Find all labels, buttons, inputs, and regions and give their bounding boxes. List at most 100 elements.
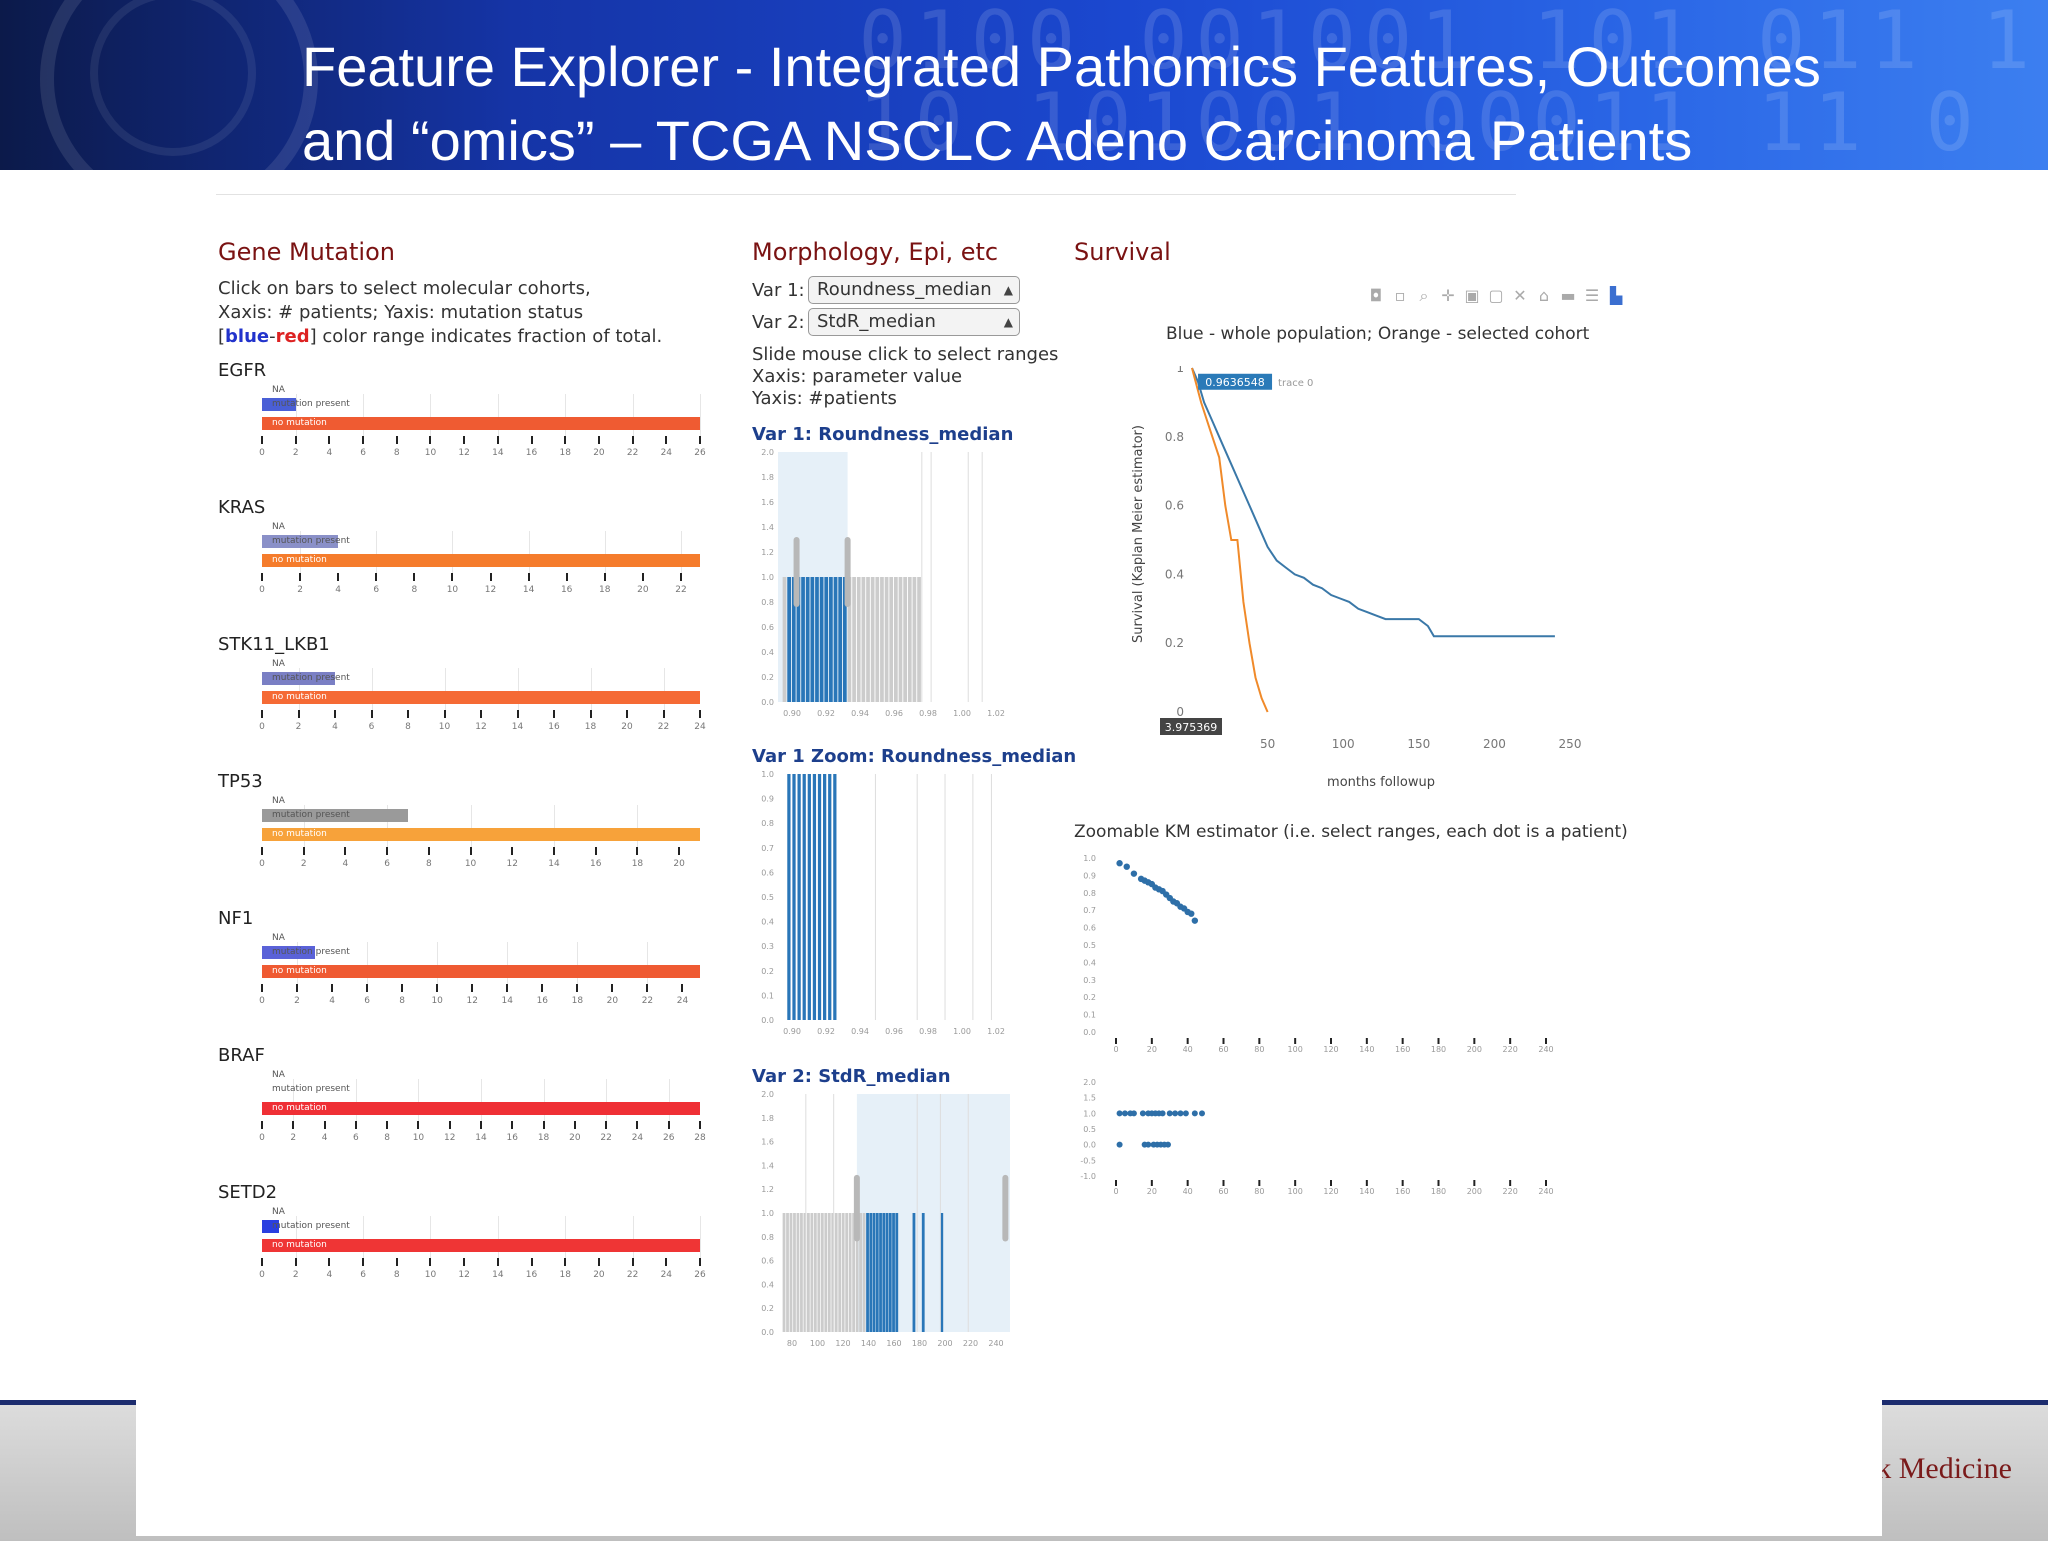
km-survival-plot[interactable]: 1 0.8 0.6 0.4 0.2 0 50 100 150 200 250 Survival (Ka…: [1096, 366, 1606, 806]
axis-tick: [679, 573, 682, 581]
gridline: [606, 1079, 608, 1121]
mutation-present-bar[interactable]: [262, 1220, 279, 1233]
axis-tick-label: 4: [326, 1270, 333, 1280]
no-mutation-bar[interactable]: [262, 1102, 700, 1115]
var1-select[interactable]: Roundness_median ▲: [808, 276, 1020, 304]
axis-tick: [1545, 1180, 1547, 1186]
y-tick-label: 0.9: [1083, 871, 1096, 880]
histogram-bar: [796, 577, 801, 702]
category-label-none: no mutation: [272, 966, 327, 976]
axis-tick-label: 8: [399, 996, 406, 1006]
event-dot: [1139, 1110, 1146, 1117]
category-label-none: no mutation: [272, 829, 327, 839]
y-tick-label: 0.2: [1083, 993, 1096, 1002]
reset-icon[interactable]: ⌂: [1538, 286, 1550, 305]
zoom-icon[interactable]: ⌕: [1419, 286, 1429, 305]
histogram-bar: [855, 1213, 859, 1332]
x-tick-label: 220: [963, 1339, 978, 1348]
compare-icon[interactable]: ☰: [1584, 286, 1600, 305]
zoom-out-icon[interactable]: ▢: [1488, 286, 1504, 305]
axis-tick-label: 14: [492, 448, 504, 458]
histogram-bar: [791, 577, 796, 702]
no-mutation-bar[interactable]: [262, 1239, 700, 1252]
axis-tick-label: 14: [475, 1133, 487, 1143]
mutation-present-bar[interactable]: [262, 672, 335, 685]
x-tick-label: 180: [912, 1339, 927, 1348]
x-tick-label: 0.92: [817, 709, 835, 718]
autoscale-icon[interactable]: ✕: [1513, 286, 1527, 305]
x-tick-label: 160: [1395, 1045, 1410, 1054]
axis-tick: [553, 710, 555, 718]
histogram-bar: [789, 1213, 793, 1332]
axis-tick: [1473, 1180, 1476, 1186]
axis-tick: [489, 573, 492, 581]
axis-tick: [463, 436, 466, 444]
save-icon[interactable]: ▫: [1394, 286, 1406, 305]
morphology-title: Morphology, Epi, etc: [752, 238, 999, 266]
select-arrows-icon: ▲: [1003, 315, 1013, 329]
gridline: [632, 394, 634, 436]
var1-zoom-histogram[interactable]: 1.0 0.9 0.8 0.7 0.6 0.5 0.4 0.3 0.2 0.1 0.0 0.90 0.9…: [752, 768, 1016, 1038]
event-dot: [1199, 1110, 1205, 1117]
mutation-present-bar[interactable]: [262, 535, 339, 548]
gene-desc-3: [blue-red] color range indicates fractio…: [218, 326, 663, 347]
axis-tick-label: 2: [292, 1270, 299, 1280]
x-tick-label: 240: [988, 1339, 1003, 1348]
spike-icon[interactable]: ▬: [1560, 286, 1576, 305]
mutation-present-bar[interactable]: [262, 398, 296, 411]
axis-tick-label: 14: [548, 859, 560, 869]
category-label-none: no mutation: [272, 1240, 327, 1250]
zoom-in-icon[interactable]: ▣: [1464, 286, 1480, 305]
axis-tick-label: 10: [446, 585, 459, 595]
histogram-bar: [797, 774, 801, 1020]
mutation-present-bar[interactable]: [262, 809, 408, 822]
gridline: [565, 1216, 567, 1258]
axis-tick: [1186, 1180, 1189, 1186]
axis-tick: [667, 1121, 670, 1129]
top-divider: [216, 194, 1516, 195]
axis-tick: [594, 847, 597, 855]
gridline: [507, 942, 509, 984]
x-tick-label: 140: [1359, 1045, 1374, 1054]
gridline: [430, 394, 432, 436]
x-hover-tag-bg: [1160, 718, 1222, 735]
pan-icon[interactable]: ✛: [1441, 286, 1455, 305]
gridline: [632, 1216, 634, 1258]
axis-tick: [542, 1121, 545, 1129]
mutation-present-bar[interactable]: [262, 946, 315, 959]
no-mutation-bar[interactable]: [262, 828, 700, 841]
histogram-bar: [892, 1213, 895, 1332]
axis-tick: [395, 1258, 398, 1266]
axis-tick: [261, 1258, 263, 1266]
axis-tick: [362, 1258, 365, 1266]
x-tick-label: 0.98: [919, 709, 937, 718]
axis-tick: [292, 1121, 295, 1129]
x-tick-label: 220: [1503, 1045, 1518, 1054]
no-mutation-bar[interactable]: [262, 691, 700, 704]
axis-tick-label: 8: [393, 448, 400, 458]
no-mutation-bar[interactable]: [262, 417, 700, 430]
var2-select[interactable]: StdR_median ▲: [808, 308, 1020, 336]
no-mutation-bar[interactable]: [262, 965, 700, 978]
x-tick-label: 160: [886, 1339, 901, 1348]
var2-histogram[interactable]: 2.0 1.8 1.6 1.4 1.2 1.0 0.8 0.6 0.4 0.2 0.0 80 100 12…: [752, 1088, 1016, 1350]
axis-tick-label: 10: [424, 448, 437, 458]
axis-tick-label: 8: [411, 585, 418, 595]
x-tick-label: 180: [1431, 1045, 1446, 1054]
var1-histogram[interactable]: 2.0 1.8 1.6 1.4 1.2 1.0 0.8 0.6 0.4 0.2 0.0 0.90 0.9…: [752, 446, 1016, 720]
y-tick-label: 0.7: [1083, 906, 1096, 915]
axis-tick: [1258, 1038, 1261, 1044]
histogram-bar: [802, 774, 806, 1020]
camera-icon[interactable]: ◘: [1369, 286, 1383, 305]
axis-tick-label: 0: [259, 1270, 265, 1280]
axis-tick-label: 22: [657, 722, 670, 732]
axis-tick-label: 22: [626, 448, 639, 458]
axis-tick-label: 12: [458, 1270, 470, 1280]
axis-tick-label: 12: [466, 996, 478, 1006]
no-mutation-bar[interactable]: [262, 554, 700, 567]
zoomable-km-plot[interactable]: 1.0 0.9 0.8 0.7 0.6 0.5 0.4 0.3 0.2 0.1 0.0 0 20 40 60…: [1074, 850, 1594, 1220]
event-dot: [1121, 1110, 1128, 1117]
axis-tick: [370, 710, 373, 718]
plotly-logo-icon[interactable]: ▙: [1609, 286, 1623, 305]
histogram-bar: [813, 1213, 817, 1332]
